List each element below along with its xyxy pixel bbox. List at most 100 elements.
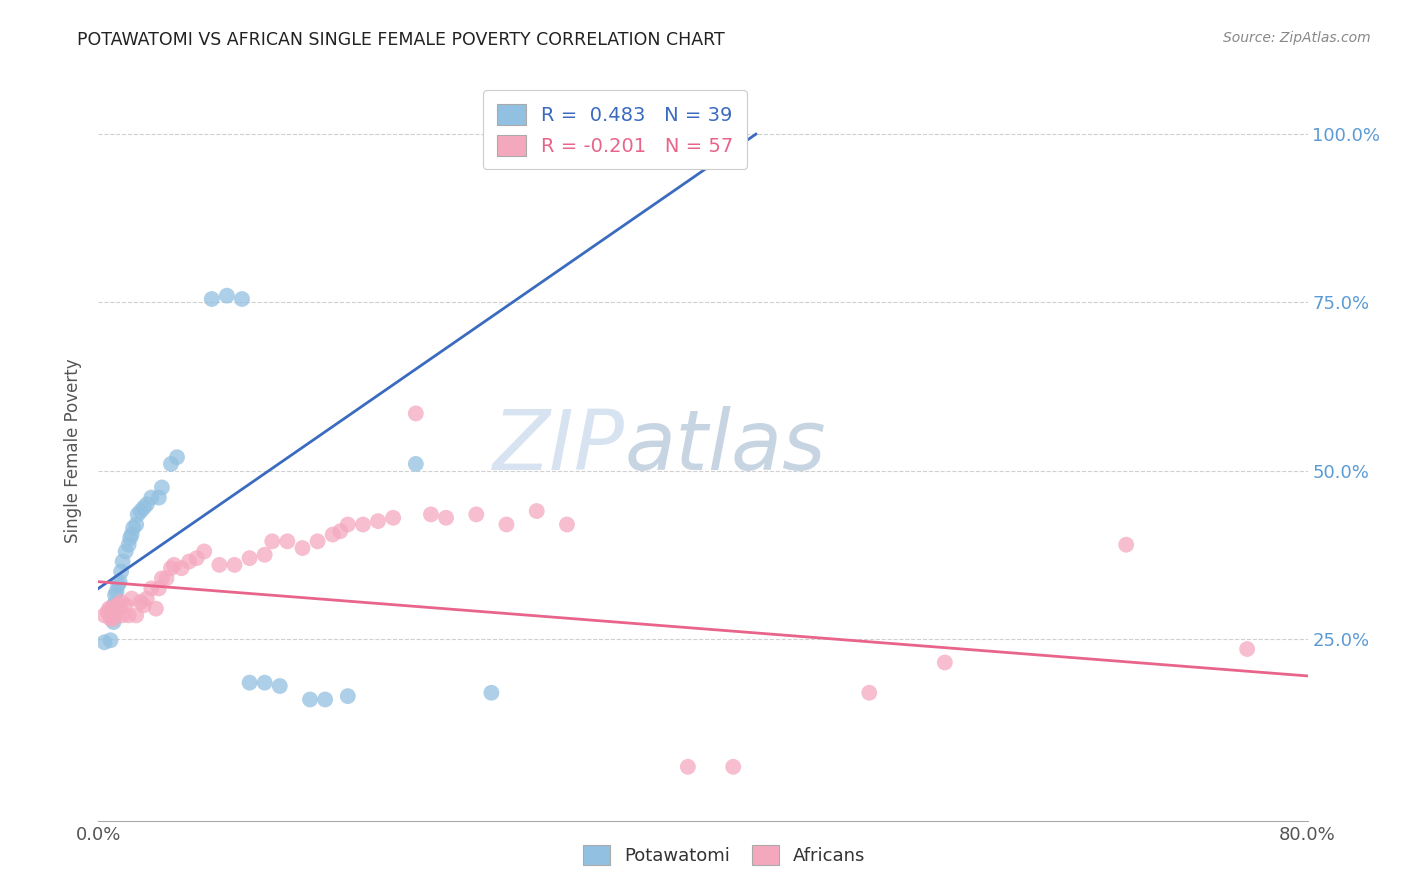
Point <box>107 601 129 615</box>
Point <box>224 558 246 572</box>
Point <box>104 588 127 602</box>
Point <box>291 541 314 555</box>
Point <box>132 500 155 515</box>
Point <box>108 574 131 589</box>
Point <box>382 510 405 524</box>
Point <box>420 508 443 522</box>
Point <box>127 508 149 522</box>
Point <box>114 544 136 558</box>
Point <box>329 524 352 539</box>
Point <box>148 491 170 505</box>
Point <box>253 548 276 562</box>
Point <box>150 481 173 495</box>
Point <box>103 615 125 629</box>
Text: ZIP: ZIP <box>492 406 624 487</box>
Point <box>239 551 262 566</box>
Point <box>141 491 163 505</box>
Point <box>145 601 167 615</box>
Point <box>105 584 128 599</box>
Point <box>179 554 201 569</box>
Point <box>215 288 238 302</box>
Point <box>170 561 193 575</box>
Point <box>495 517 517 532</box>
Point <box>93 608 115 623</box>
Point <box>166 450 188 465</box>
Point <box>1236 642 1258 657</box>
Point <box>269 679 291 693</box>
Point <box>129 504 152 518</box>
Point <box>111 554 134 569</box>
Text: atlas: atlas <box>624 406 827 487</box>
Point <box>336 689 359 703</box>
Point <box>93 635 115 649</box>
Point <box>201 292 224 306</box>
Point <box>118 538 141 552</box>
Point <box>231 292 253 306</box>
Point <box>262 534 284 549</box>
Point <box>160 561 183 575</box>
Point <box>276 534 298 549</box>
Point <box>121 527 143 541</box>
Point <box>125 608 148 623</box>
Point <box>723 760 745 774</box>
Point <box>555 517 578 532</box>
Point <box>253 675 276 690</box>
Point <box>104 608 127 623</box>
Point <box>352 517 374 532</box>
Point <box>100 633 122 648</box>
Point <box>239 675 262 690</box>
Point <box>934 656 956 670</box>
Point <box>465 508 488 522</box>
Point <box>526 504 548 518</box>
Point <box>676 760 699 774</box>
Point <box>208 558 231 572</box>
Point <box>858 686 880 700</box>
Point <box>103 612 125 626</box>
Point <box>616 127 638 141</box>
Point <box>103 608 125 623</box>
Point <box>100 612 122 626</box>
Point <box>122 521 145 535</box>
Point <box>103 599 125 613</box>
Point <box>434 510 457 524</box>
Point <box>141 582 163 596</box>
Point <box>132 599 155 613</box>
Point <box>631 127 654 141</box>
Point <box>135 591 157 606</box>
Point <box>107 578 129 592</box>
Point <box>120 531 142 545</box>
Point <box>118 608 141 623</box>
Point <box>105 599 128 613</box>
Point <box>160 457 183 471</box>
Point <box>121 591 143 606</box>
Point <box>96 605 118 619</box>
Point <box>322 527 344 541</box>
Point <box>405 407 427 421</box>
Point <box>114 599 136 613</box>
Text: Source: ZipAtlas.com: Source: ZipAtlas.com <box>1223 31 1371 45</box>
Point <box>367 514 389 528</box>
Point <box>314 692 336 706</box>
Legend: R =  0.483   N = 39, R = -0.201   N = 57: R = 0.483 N = 39, R = -0.201 N = 57 <box>484 90 747 169</box>
Legend: Potawatomi, Africans: Potawatomi, Africans <box>575 838 873 872</box>
Point <box>108 599 131 613</box>
Point <box>101 601 124 615</box>
Point <box>129 595 152 609</box>
Point <box>110 595 132 609</box>
Y-axis label: Single Female Poverty: Single Female Poverty <box>65 359 83 542</box>
Point <box>150 571 173 585</box>
Point <box>135 497 157 511</box>
Point <box>110 565 132 579</box>
Point <box>111 608 134 623</box>
Point <box>307 534 329 549</box>
Point <box>155 571 177 585</box>
Point <box>405 457 427 471</box>
Point <box>125 517 148 532</box>
Point <box>193 544 215 558</box>
Point <box>186 551 208 566</box>
Point <box>163 558 186 572</box>
Point <box>148 582 170 596</box>
Text: POTAWATOMI VS AFRICAN SINGLE FEMALE POVERTY CORRELATION CHART: POTAWATOMI VS AFRICAN SINGLE FEMALE POVE… <box>77 31 725 49</box>
Point <box>1115 538 1137 552</box>
Point <box>481 686 503 700</box>
